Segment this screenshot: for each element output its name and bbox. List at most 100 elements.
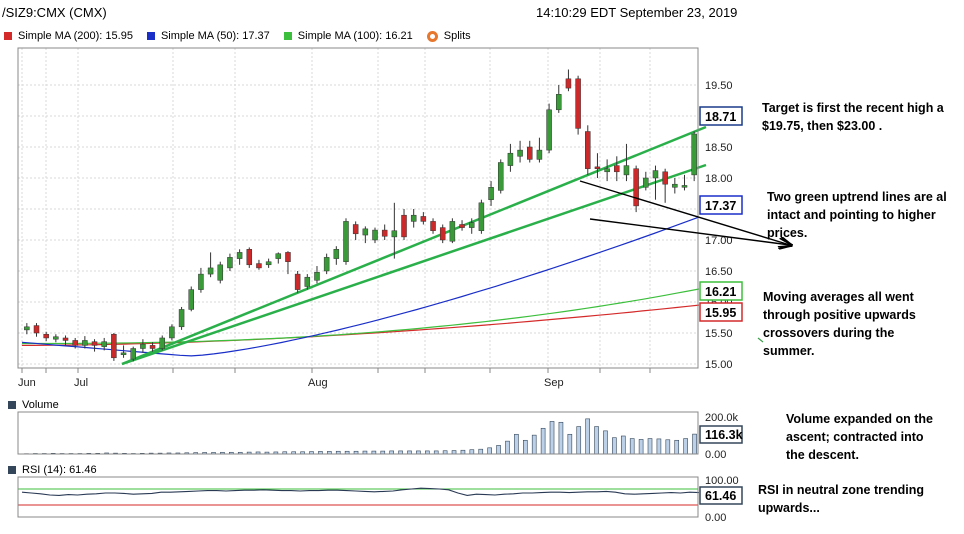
volume-bar: [647, 438, 653, 455]
candle-body: [362, 228, 369, 236]
volume-bar: [451, 450, 457, 455]
candle-body: [275, 253, 282, 259]
candle-body: [198, 273, 204, 290]
volume-bar: [665, 439, 671, 455]
candle-body: [614, 165, 620, 173]
volume-bar: [585, 418, 590, 455]
rsi-badge-box: [699, 486, 743, 505]
price-panel-frame: [17, 47, 699, 369]
axis-labels: 19.5019.0018.5018.0017.5017.0016.5016.00…: [18, 80, 743, 524]
candle-body: [459, 224, 465, 228]
annotation-uptrend: Two green uptrend lines are al intact an…: [767, 188, 947, 242]
candle-body: [62, 337, 69, 341]
price-tick-label: 18.50: [705, 142, 733, 154]
candle-body: [323, 257, 330, 272]
price-badge-value: 17.37: [705, 199, 736, 213]
candle-body: [507, 152, 514, 166]
small-green-mark: [757, 337, 764, 343]
candle-body: [217, 264, 224, 281]
volume-bars: [24, 418, 697, 455]
price-tick-label: 18.00: [705, 173, 733, 185]
legend: Simple MA (200): 15.95 Simple MA (50): 1…: [4, 30, 485, 42]
price-tick-label: 15.00: [705, 359, 733, 371]
candle-body: [236, 252, 243, 259]
candle-body: [372, 229, 378, 241]
candle-body: [352, 224, 359, 235]
time-tick-label: Jun: [18, 377, 36, 389]
candle-body: [24, 326, 30, 331]
volume-bar: [540, 427, 546, 455]
candle-body: [91, 341, 98, 346]
ma50-line: [21, 216, 700, 357]
volume-bar: [558, 421, 564, 455]
legend-ma50[interactable]: Simple MA (50): 17.37: [146, 30, 270, 42]
legend-ma200[interactable]: Simple MA (200): 15.95: [4, 30, 133, 42]
moving-average-lines: [21, 216, 700, 357]
ma200-swatch-icon: [4, 32, 12, 40]
ma50-swatch-icon: [146, 32, 155, 40]
price-badge-box: [699, 106, 743, 126]
volume-bar: [460, 449, 466, 455]
candle-body: [246, 249, 253, 266]
annotation-moving-avg: Moving averages all went through positiv…: [763, 288, 916, 360]
volume-bar: [594, 426, 599, 455]
candle-body: [410, 214, 417, 222]
price-badge-box: [699, 281, 743, 301]
price-badge-value: 16.21: [705, 285, 736, 299]
candle-body: [333, 249, 340, 259]
legend-splits[interactable]: Splits: [426, 30, 471, 42]
chart-timestamp: 14:10:29 EDT September 23, 2019: [536, 5, 738, 20]
candles: [24, 69, 697, 362]
rsi-series-line: [21, 487, 700, 496]
candle-body: [420, 216, 427, 222]
candle-body: [140, 343, 146, 349]
annotation-arrows: [579, 180, 790, 343]
candle-body: [120, 352, 127, 355]
candle-body: [149, 345, 156, 349]
candle-body: [227, 257, 233, 269]
time-tick-label: Sep: [544, 377, 564, 389]
candle-body: [72, 340, 78, 346]
candle-body: [575, 78, 581, 129]
volume-bar: [478, 448, 484, 455]
legend-splits-label: Splits: [443, 30, 471, 42]
volume-badge-box: [699, 425, 743, 444]
volume-label: Volume: [22, 399, 59, 411]
candle-body: [672, 183, 678, 188]
volume-tick-label: 200.0k: [705, 412, 739, 424]
candle-body: [478, 202, 485, 231]
candle-body: [130, 348, 136, 360]
candle-body: [33, 325, 40, 334]
volume-bar: [683, 438, 688, 455]
annotation-target-line2: $19.75, then $23.00 .: [762, 119, 883, 133]
rsi-tick-label: 100.00: [705, 475, 739, 487]
candle-body: [652, 170, 659, 179]
annotation-ma-line3: crossovers during the: [763, 326, 895, 340]
annotation-target-line1: Target is first the recent high a: [762, 101, 944, 115]
candle-body: [681, 185, 688, 188]
legend-ma100[interactable]: Simple MA (100): 16.21: [283, 30, 413, 42]
candle-body: [256, 263, 262, 269]
annotation-rsi: RSI in neutral zone trending upwards...: [758, 481, 924, 517]
volume-panel-icon: [8, 401, 16, 409]
volume-bar: [656, 438, 662, 455]
uptrend-line-upper: [121, 125, 707, 366]
candle-body: [111, 333, 117, 359]
candle-body: [169, 326, 175, 339]
candle-body: [546, 109, 552, 151]
price-badge-value: 18.71: [705, 110, 736, 124]
annotation-volume-line1: Volume expanded on the: [786, 412, 934, 426]
rsi-panel-label: RSI (14): 61.46: [8, 464, 97, 476]
volume-bar: [629, 438, 635, 455]
volume-bar: [612, 437, 617, 455]
candle-body: [207, 267, 214, 275]
rsi-line: [18, 487, 700, 506]
candle-body: [401, 214, 407, 238]
candle-body: [285, 252, 291, 262]
candle-body: [497, 162, 504, 191]
candle-body: [265, 261, 272, 266]
volume-bar: [692, 433, 697, 455]
price-tick-label: 19.50: [705, 80, 733, 92]
volume-bar: [638, 439, 644, 455]
